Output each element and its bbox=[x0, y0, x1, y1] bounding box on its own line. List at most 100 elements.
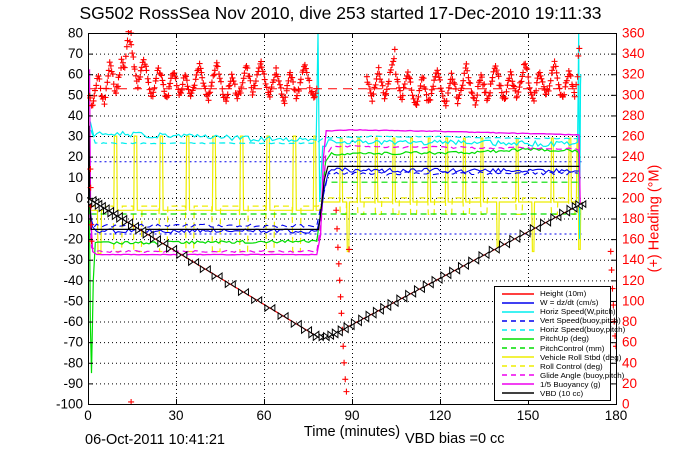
plot-title: SG502 RossSea Nov 2010, dive 253 started… bbox=[79, 3, 602, 23]
legend-item-12: VBD (10 cc) bbox=[495, 389, 610, 398]
legend-label: Horiz Speed(W,pitch) bbox=[540, 307, 616, 316]
series-heading-climb bbox=[363, 45, 583, 109]
legend-swatch bbox=[502, 347, 534, 349]
series-layer bbox=[87, 30, 617, 405]
legend-swatch bbox=[502, 301, 534, 304]
svg-text:60: 60 bbox=[68, 67, 83, 82]
svg-text:20: 20 bbox=[622, 376, 637, 391]
legend-item-6: PitchUp (deg) bbox=[495, 335, 610, 343]
svg-text:140: 140 bbox=[622, 252, 645, 267]
svg-text:80: 80 bbox=[68, 26, 83, 41]
svg-text:10: 10 bbox=[68, 170, 83, 185]
svg-text:-80: -80 bbox=[63, 355, 83, 370]
legend-item-9: Roll Control (deg) bbox=[495, 362, 610, 370]
svg-text:180: 180 bbox=[622, 211, 645, 226]
svg-text:240: 240 bbox=[622, 149, 645, 164]
legend-item-8: Vehicle Roll Stbd (deg) bbox=[495, 353, 621, 361]
svg-text:150: 150 bbox=[517, 408, 540, 423]
legend-swatch bbox=[502, 365, 534, 367]
legend-label: Horiz Speed(buoy,pitch) bbox=[540, 325, 626, 335]
series-horiz-speed-buoy bbox=[90, 129, 580, 145]
svg-text:340: 340 bbox=[622, 46, 645, 61]
legend-label: Vert Speed(buoy,pitch) bbox=[540, 316, 621, 326]
axes: 80706050403020100-10-20-30-40-50-60-70-8… bbox=[56, 26, 645, 424]
svg-text:320: 320 bbox=[622, 67, 645, 82]
legend-swatch bbox=[502, 392, 534, 395]
legend-swatch bbox=[502, 292, 534, 295]
svg-text:30: 30 bbox=[168, 408, 183, 423]
svg-text:260: 260 bbox=[622, 129, 645, 144]
legend-swatch bbox=[502, 319, 534, 322]
svg-text:-20: -20 bbox=[63, 232, 83, 247]
svg-text:40: 40 bbox=[622, 355, 637, 370]
legend-label: Vehicle Roll Stbd (deg) bbox=[540, 352, 622, 362]
legend-swatch bbox=[502, 356, 534, 358]
right-axis-label: (+) Heading (°M) bbox=[646, 164, 663, 273]
svg-text:0: 0 bbox=[75, 190, 83, 205]
left-tick-labels: 80 70 60 50 40 30 20 10 0 -10 -20 -30 -40 -50 -60 -70 -8… bbox=[56, 26, 83, 412]
legend-item-5: Horiz Speed(buoy,pitch) bbox=[495, 326, 625, 334]
svg-text:-60: -60 bbox=[63, 314, 83, 329]
svg-text:-10: -10 bbox=[63, 211, 83, 226]
legend-label: Roll Control (deg) bbox=[540, 361, 603, 371]
legend-swatch bbox=[502, 338, 534, 340]
svg-text:300: 300 bbox=[622, 87, 645, 102]
svg-text:-90: -90 bbox=[63, 376, 83, 391]
svg-text:200: 200 bbox=[622, 190, 645, 205]
legend-item-7: PitchControl (mm) bbox=[495, 344, 610, 352]
series-buoyancy-fifth bbox=[88, 69, 581, 256]
legend-label: VBD (10 cc) bbox=[540, 389, 584, 398]
svg-text:20: 20 bbox=[68, 149, 83, 164]
height-sample-markers bbox=[87, 195, 587, 342]
series-vehicle-roll-stbd bbox=[88, 135, 582, 255]
series-vert-speed-buoy bbox=[90, 171, 578, 229]
svg-text:0: 0 bbox=[622, 397, 630, 412]
svg-text:70: 70 bbox=[68, 46, 83, 61]
legend-box: Height (10m) W = dz/dt (cm/s) Horiz Speed(… bbox=[494, 286, 625, 401]
legend-label: Height (10m) bbox=[540, 289, 587, 298]
legend-label: 1/5 Buoyancy (g) bbox=[540, 380, 601, 389]
svg-text:30: 30 bbox=[68, 129, 83, 144]
svg-text:-40: -40 bbox=[63, 273, 83, 288]
series-glide-angle bbox=[89, 145, 581, 254]
svg-text:50: 50 bbox=[68, 87, 83, 102]
legend-item-2: W = dz/dt (cm/s) bbox=[495, 298, 610, 307]
svg-text:0: 0 bbox=[84, 408, 92, 423]
legend-item-3: Horiz Speed(W,pitch) bbox=[495, 307, 616, 316]
series-w-dzdt bbox=[88, 167, 580, 234]
legend-item-10: Glide Angle (buoy,pitch) bbox=[495, 371, 624, 380]
plot-datestamp: 06-Oct-2011 10:41:21 bbox=[85, 432, 225, 448]
svg-text:80: 80 bbox=[622, 314, 637, 329]
svg-text:180: 180 bbox=[605, 408, 628, 423]
svg-text:360: 360 bbox=[622, 26, 645, 41]
vbd-bias-annotation: VBD bias =0 cc bbox=[405, 431, 505, 447]
right-tick-labels: 3603403203002802602402202001801601401201… bbox=[622, 26, 645, 412]
svg-text:120: 120 bbox=[622, 273, 645, 288]
svg-text:220: 220 bbox=[622, 170, 645, 185]
x-tick-labels: 0 30 60 90 120 150 180 bbox=[84, 408, 627, 423]
legend-swatch bbox=[502, 310, 534, 313]
legend-item-1: Height (10m) bbox=[495, 289, 610, 298]
svg-text:100: 100 bbox=[622, 293, 645, 308]
svg-text:60: 60 bbox=[622, 335, 637, 350]
series-vbd bbox=[88, 125, 580, 230]
svg-text:-100: -100 bbox=[56, 397, 83, 412]
svg-text:280: 280 bbox=[622, 108, 645, 123]
svg-text:-30: -30 bbox=[63, 252, 83, 267]
legend-swatch bbox=[502, 329, 534, 331]
legend-item-11: 1/5 Buoyancy (g) bbox=[495, 380, 610, 389]
svg-text:120: 120 bbox=[429, 408, 452, 423]
legend-swatch bbox=[502, 374, 534, 377]
svg-text:-50: -50 bbox=[63, 293, 83, 308]
legend-item-4: Vert Speed(buoy,pitch) bbox=[495, 316, 621, 325]
series-horiz-speed-w bbox=[89, 32, 582, 240]
legend-label: PitchUp (deg) bbox=[540, 334, 589, 344]
svg-text:160: 160 bbox=[622, 232, 645, 247]
svg-text:90: 90 bbox=[344, 408, 359, 423]
x-axis-label: Time (minutes) bbox=[303, 424, 401, 440]
legend-swatch bbox=[502, 383, 534, 386]
series-roll-control bbox=[88, 156, 581, 253]
legend-label: Glide Angle (buoy,pitch) bbox=[540, 370, 625, 380]
